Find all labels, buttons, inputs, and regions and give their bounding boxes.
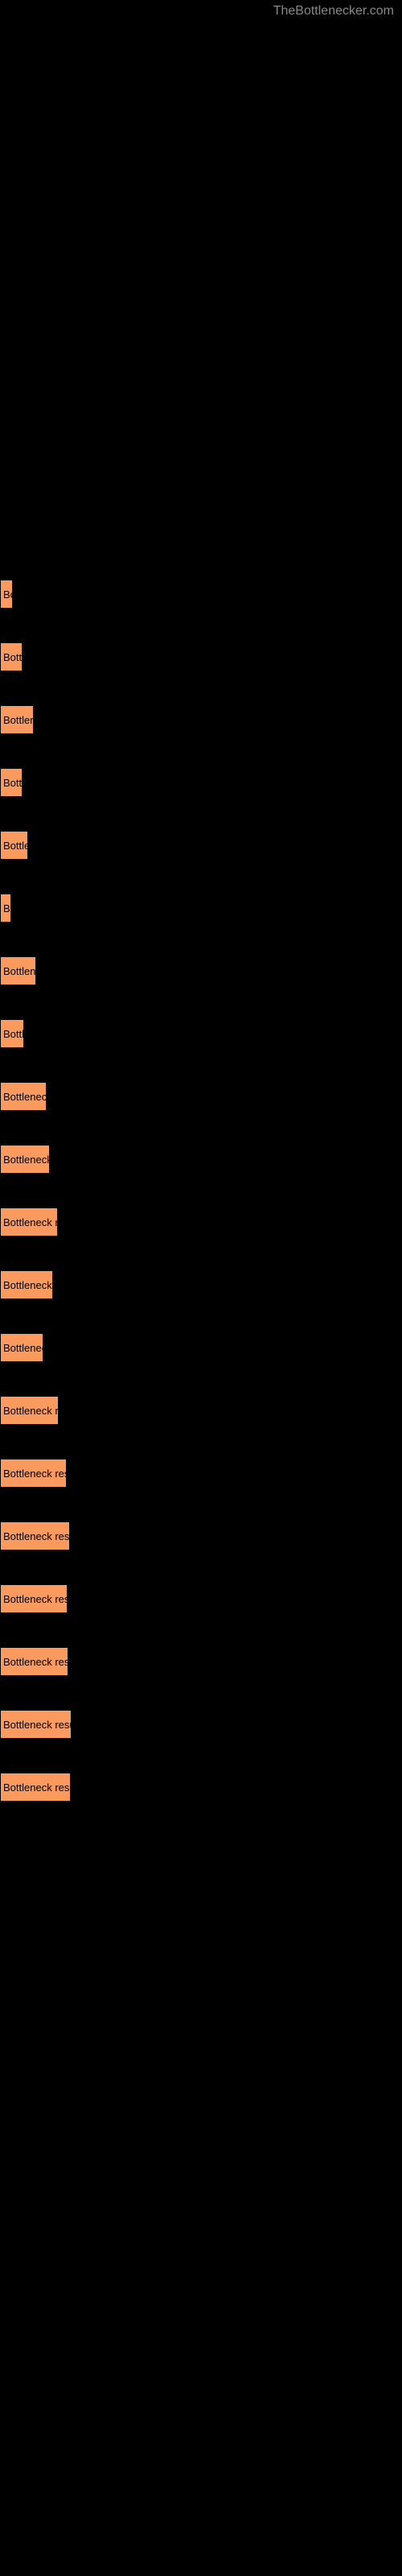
bar-row: Bottleneck result: [0, 1584, 402, 1613]
bar-label: Bottleneck re: [3, 1091, 47, 1103]
bar-row: Bo: [0, 580, 402, 609]
bar-label: Bottleneck res: [3, 1154, 50, 1166]
bar-label: Bottleneck result: [3, 1216, 58, 1228]
chart-bar: Bottl: [0, 642, 23, 671]
bar-row: Bottleneck re: [0, 1082, 402, 1111]
bar-row: Bottlene: [0, 705, 402, 734]
chart-bar: Bottleneck result: [0, 1459, 67, 1488]
bar-label: Bottle: [3, 1028, 24, 1040]
chart-bar: Bottler: [0, 831, 28, 860]
bar-row: Bottl: [0, 768, 402, 797]
chart-bar: Bottle: [0, 1019, 24, 1048]
chart-bar: Bottleneck result: [0, 1521, 70, 1550]
bar-label: Bottleneck result: [3, 1530, 70, 1542]
chart-bar: Bottleneck re: [0, 1082, 47, 1111]
bar-label: Bottleneck result: [3, 1593, 68, 1605]
chart-bar: Bottlenec: [0, 956, 36, 985]
bar-label: Bottleneck result: [3, 1656, 68, 1668]
bar-row: Bottleneck result: [0, 1459, 402, 1488]
bar-label: Bottler: [3, 840, 28, 852]
bar-row: Bo: [0, 894, 402, 923]
bar-row: Bottle: [0, 1019, 402, 1048]
bar-row: Bottleneck result: [0, 1647, 402, 1676]
chart-bar: Bottleneck resu: [0, 1270, 53, 1299]
bar-label: Bottleneck resu: [3, 1279, 53, 1291]
bar-row: Bottleneck res: [0, 1145, 402, 1174]
bar-label: Bottleneck result: [3, 1719, 72, 1731]
chart-bar: Bottleneck result: [0, 1584, 68, 1613]
bar-row: Bottleneck r: [0, 1333, 402, 1362]
chart-bar: Bottleneck result: [0, 1710, 72, 1739]
bar-row: Bottleneck result: [0, 1396, 402, 1425]
chart-bar: Bottleneck result: [0, 1647, 68, 1676]
bar-row: Bottleneck resu: [0, 1270, 402, 1299]
bar-row: Bottleneck result: [0, 1208, 402, 1236]
chart-bar: Bo: [0, 894, 11, 923]
chart-bar: Bottleneck result: [0, 1396, 59, 1425]
bar-row: Bottleneck result: [0, 1710, 402, 1739]
chart-bar: Bottl: [0, 768, 23, 797]
bar-label: Bottleneck result: [3, 1405, 59, 1417]
bar-label: Bo: [3, 902, 11, 914]
bar-row: Bottleneck result: [0, 1521, 402, 1550]
bar-row: Bottler: [0, 831, 402, 860]
chart-bar: Bottleneck r: [0, 1333, 43, 1362]
bar-label: Bo: [3, 588, 13, 601]
chart-bar: Bottleneck res: [0, 1145, 50, 1174]
bar-label: Bottl: [3, 777, 23, 789]
bar-row: Bottl: [0, 642, 402, 671]
bar-label: Bottlenec: [3, 965, 36, 977]
bar-label: Bottlene: [3, 714, 34, 726]
bar-row: Bottleneck result: [0, 1773, 402, 1802]
bar-label: Bottl: [3, 651, 23, 663]
bar-label: Bottleneck r: [3, 1342, 43, 1354]
chart-bar: Bottlene: [0, 705, 34, 734]
bar-label: Bottleneck result: [3, 1468, 67, 1480]
bar-label: Bottleneck result: [3, 1781, 71, 1794]
bar-row: Bottlenec: [0, 956, 402, 985]
chart-bar: Bottleneck result: [0, 1773, 71, 1802]
chart-bar: Bo: [0, 580, 13, 609]
chart-container: Bo Bottl Bottlene Bottl Bottler Bo Bottlenec Bo…: [0, 0, 402, 1802]
chart-bar: Bottleneck result: [0, 1208, 58, 1236]
